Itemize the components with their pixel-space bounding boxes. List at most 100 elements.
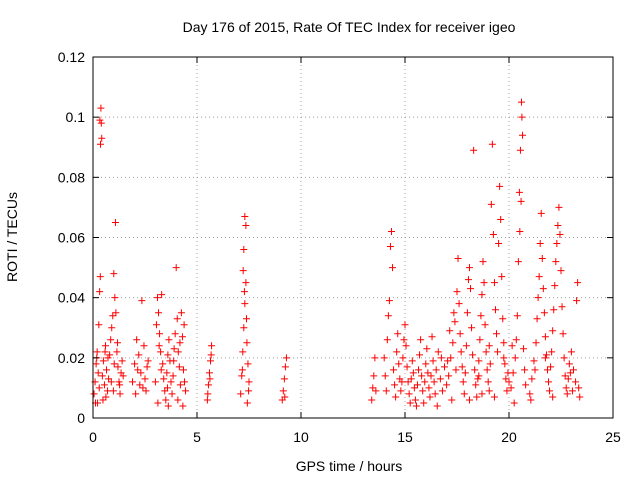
data-point <box>549 393 557 401</box>
data-point <box>170 357 178 365</box>
data-point <box>204 381 212 389</box>
data-point <box>139 384 147 392</box>
data-point <box>401 321 409 329</box>
data-point <box>405 390 413 398</box>
data-point <box>240 324 248 332</box>
data-point <box>436 375 444 383</box>
data-point <box>555 203 563 211</box>
data-point <box>511 354 519 362</box>
data-point <box>380 354 388 362</box>
data-point <box>240 288 248 296</box>
data-point <box>527 396 535 404</box>
data-point <box>154 399 162 407</box>
data-point <box>152 321 160 329</box>
data-point <box>502 375 510 383</box>
data-point <box>174 396 182 404</box>
data-point <box>457 348 465 356</box>
y-axis-label: ROTI / TECUs <box>4 192 20 282</box>
data-point <box>548 348 556 356</box>
data-point <box>459 378 467 386</box>
x-tick-label: 10 <box>293 429 309 445</box>
data-point <box>204 390 212 398</box>
data-point <box>526 390 534 398</box>
data-point <box>406 399 414 407</box>
data-point <box>470 146 478 154</box>
chart-title: Day 176 of 2015, Rate Of TEC Index for r… <box>183 19 516 35</box>
data-point <box>398 378 406 386</box>
data-point <box>180 321 188 329</box>
data-point <box>171 330 179 338</box>
data-point <box>160 375 168 383</box>
data-point <box>568 387 576 395</box>
y-tick-label: 0.12 <box>58 49 85 65</box>
data-point <box>144 357 152 365</box>
data-point <box>159 360 167 368</box>
data-point <box>237 390 245 398</box>
data-point <box>280 375 288 383</box>
data-point <box>500 354 508 362</box>
data-point <box>165 336 173 344</box>
data-point <box>157 348 165 356</box>
data-point <box>177 309 185 317</box>
data-point <box>434 348 442 356</box>
data-point <box>205 369 213 377</box>
data-point <box>109 312 117 320</box>
data-point <box>170 345 178 353</box>
data-point <box>450 309 458 317</box>
data-point <box>243 315 251 323</box>
data-point <box>134 366 142 374</box>
x-tick-label: 15 <box>397 429 413 445</box>
data-point <box>478 390 486 398</box>
y-tick-labels: 0 0.02 0.04 0.06 0.08 0.1 0.12 <box>58 49 85 426</box>
data-point <box>407 375 415 383</box>
data-point <box>443 381 451 389</box>
data-point <box>469 351 477 359</box>
data-point <box>241 300 249 308</box>
data-point <box>467 285 475 293</box>
data-point <box>490 279 498 287</box>
data-point <box>135 351 143 359</box>
data-point <box>118 357 126 365</box>
data-point <box>536 240 544 248</box>
y-tick-label: 0 <box>77 410 85 426</box>
data-point <box>174 348 182 356</box>
data-point <box>281 393 289 401</box>
data-point <box>421 378 429 386</box>
data-point <box>95 321 103 329</box>
data-point <box>116 390 124 398</box>
data-point <box>115 378 123 386</box>
data-point <box>503 387 511 395</box>
data-point <box>164 402 172 410</box>
data-point <box>480 279 488 287</box>
data-point <box>423 345 431 353</box>
data-point <box>208 342 216 350</box>
data-point <box>545 378 553 386</box>
data-point <box>418 372 426 380</box>
data-point <box>483 366 491 374</box>
data-point <box>107 336 115 344</box>
data-point <box>534 294 542 302</box>
data-point <box>560 354 568 362</box>
data-point <box>566 369 574 377</box>
data-point <box>556 230 564 238</box>
data-point <box>242 279 250 287</box>
data-point <box>433 402 441 410</box>
data-point <box>538 255 546 263</box>
data-point <box>244 360 252 368</box>
data-point <box>178 333 186 341</box>
data-point <box>162 396 170 404</box>
data-point <box>411 396 419 404</box>
data-point <box>553 240 561 248</box>
data-point <box>143 363 151 371</box>
data-point <box>496 182 504 190</box>
data-point <box>153 294 161 302</box>
data-point <box>203 396 211 404</box>
data-point <box>94 399 102 407</box>
data-point <box>420 399 428 407</box>
data-point <box>468 324 476 332</box>
data-point <box>447 354 455 362</box>
data-point <box>389 264 397 272</box>
data-point <box>522 381 530 389</box>
data-point <box>155 309 163 317</box>
